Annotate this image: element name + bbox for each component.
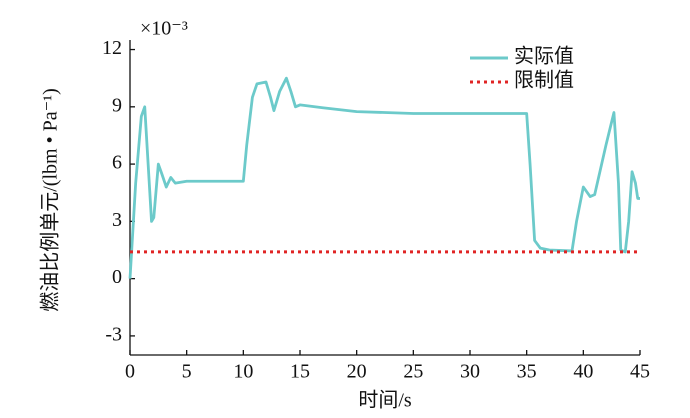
x-tick-label: 5: [182, 361, 192, 383]
y-tick-label: 9: [112, 94, 122, 116]
y-tick-label: 12: [102, 37, 122, 59]
y-tick-label: 0: [112, 266, 122, 288]
x-tick-label: 35: [517, 361, 537, 383]
x-tick-label: 20: [347, 361, 367, 383]
y-tick-label: 6: [112, 152, 122, 174]
y-multiplier: ×10⁻³: [140, 18, 188, 40]
x-tick-label: 15: [290, 361, 310, 383]
x-tick-label: 30: [460, 361, 480, 383]
legend-label: 实际值: [514, 45, 574, 68]
x-tick-label: 10: [233, 361, 253, 383]
x-tick-label: 0: [125, 361, 135, 383]
legend-label: 限制值: [514, 69, 574, 92]
x-tick-label: 25: [403, 361, 423, 383]
x-axis-label: 时间/s: [358, 389, 412, 412]
x-tick-label: 45: [630, 361, 650, 383]
y-tick-label: -3: [105, 324, 122, 346]
x-tick-label: 40: [573, 361, 593, 383]
y-axis-label: 燃油比例单元/(lbm • Pa⁻¹): [39, 88, 62, 312]
y-tick-label: 3: [112, 209, 122, 231]
series-line: [128, 76, 640, 279]
